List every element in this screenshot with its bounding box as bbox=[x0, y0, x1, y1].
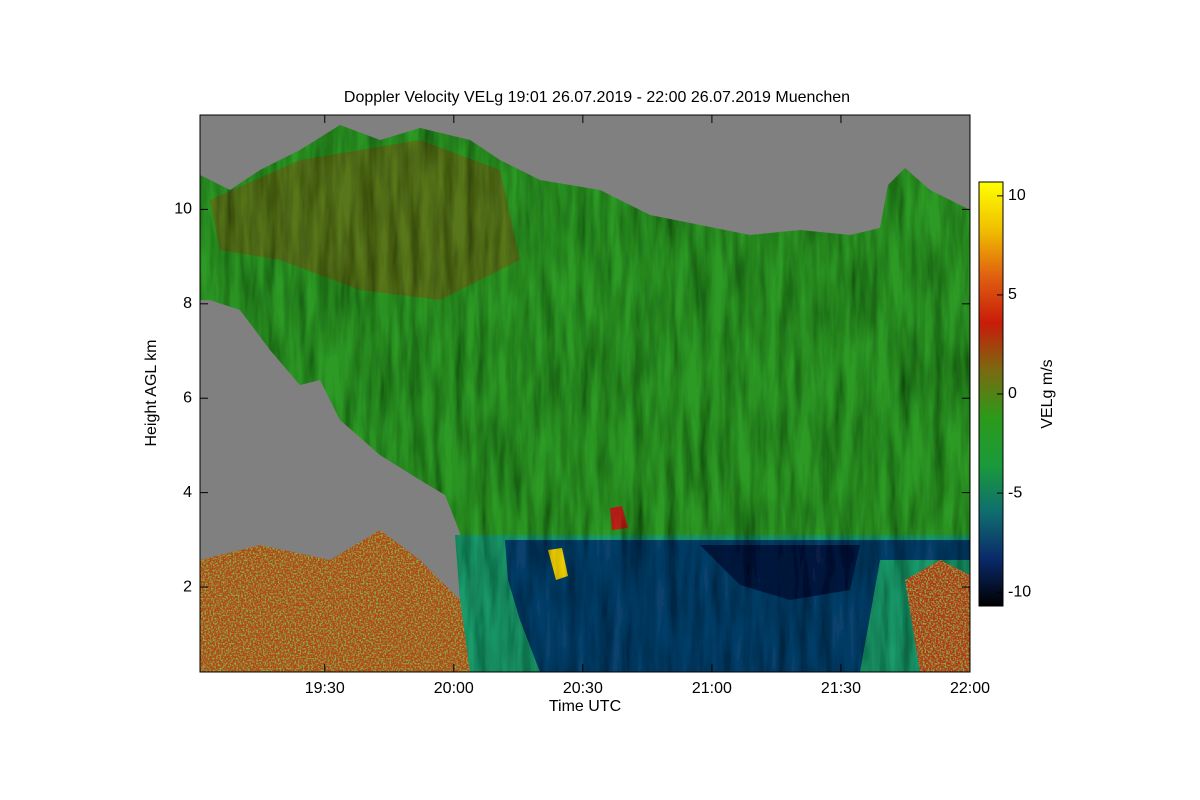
chart-title: Doppler Velocity VELg 19:01 26.07.2019 -… bbox=[344, 89, 850, 106]
x-tick-label: 20:00 bbox=[434, 680, 474, 697]
cloud-field bbox=[200, 125, 970, 672]
y-tick-label: 4 bbox=[183, 484, 192, 501]
y-tick-label: 2 bbox=[183, 578, 192, 595]
x-tick-label: 20:30 bbox=[563, 680, 603, 697]
strong-downdraft bbox=[700, 545, 860, 600]
y-axis-title: Height AGL km bbox=[143, 339, 160, 446]
x-tick-label: 22:00 bbox=[950, 680, 990, 697]
clutter-right bbox=[905, 560, 970, 672]
y-tick-label: 8 bbox=[183, 295, 192, 312]
x-tick-label: 21:30 bbox=[821, 680, 861, 697]
x-axis-title: Time UTC bbox=[549, 698, 621, 715]
colorbar-tick-label: 0 bbox=[1008, 385, 1017, 402]
colorbar-tick-label: -10 bbox=[1008, 583, 1031, 600]
plot-frame bbox=[199, 114, 971, 673]
red-spot bbox=[610, 506, 628, 530]
x-tick-label: 19:30 bbox=[305, 680, 345, 697]
updraft-spot bbox=[548, 548, 568, 580]
ground-clutter bbox=[200, 530, 970, 672]
colorbar-tick-label: -5 bbox=[1008, 484, 1022, 501]
colorbar-title: VELg m/s bbox=[1039, 359, 1056, 428]
x-tick-label: 21:00 bbox=[692, 680, 732, 697]
upper-red-streaks bbox=[210, 140, 520, 300]
colorbar-tick-label: 5 bbox=[1008, 286, 1017, 303]
clutter-left bbox=[200, 530, 470, 672]
y-tick-label: 10 bbox=[174, 201, 192, 218]
plot-area bbox=[200, 115, 970, 672]
y-tick-label: 6 bbox=[183, 389, 192, 406]
colorbar-tick-label: 10 bbox=[1008, 187, 1026, 204]
